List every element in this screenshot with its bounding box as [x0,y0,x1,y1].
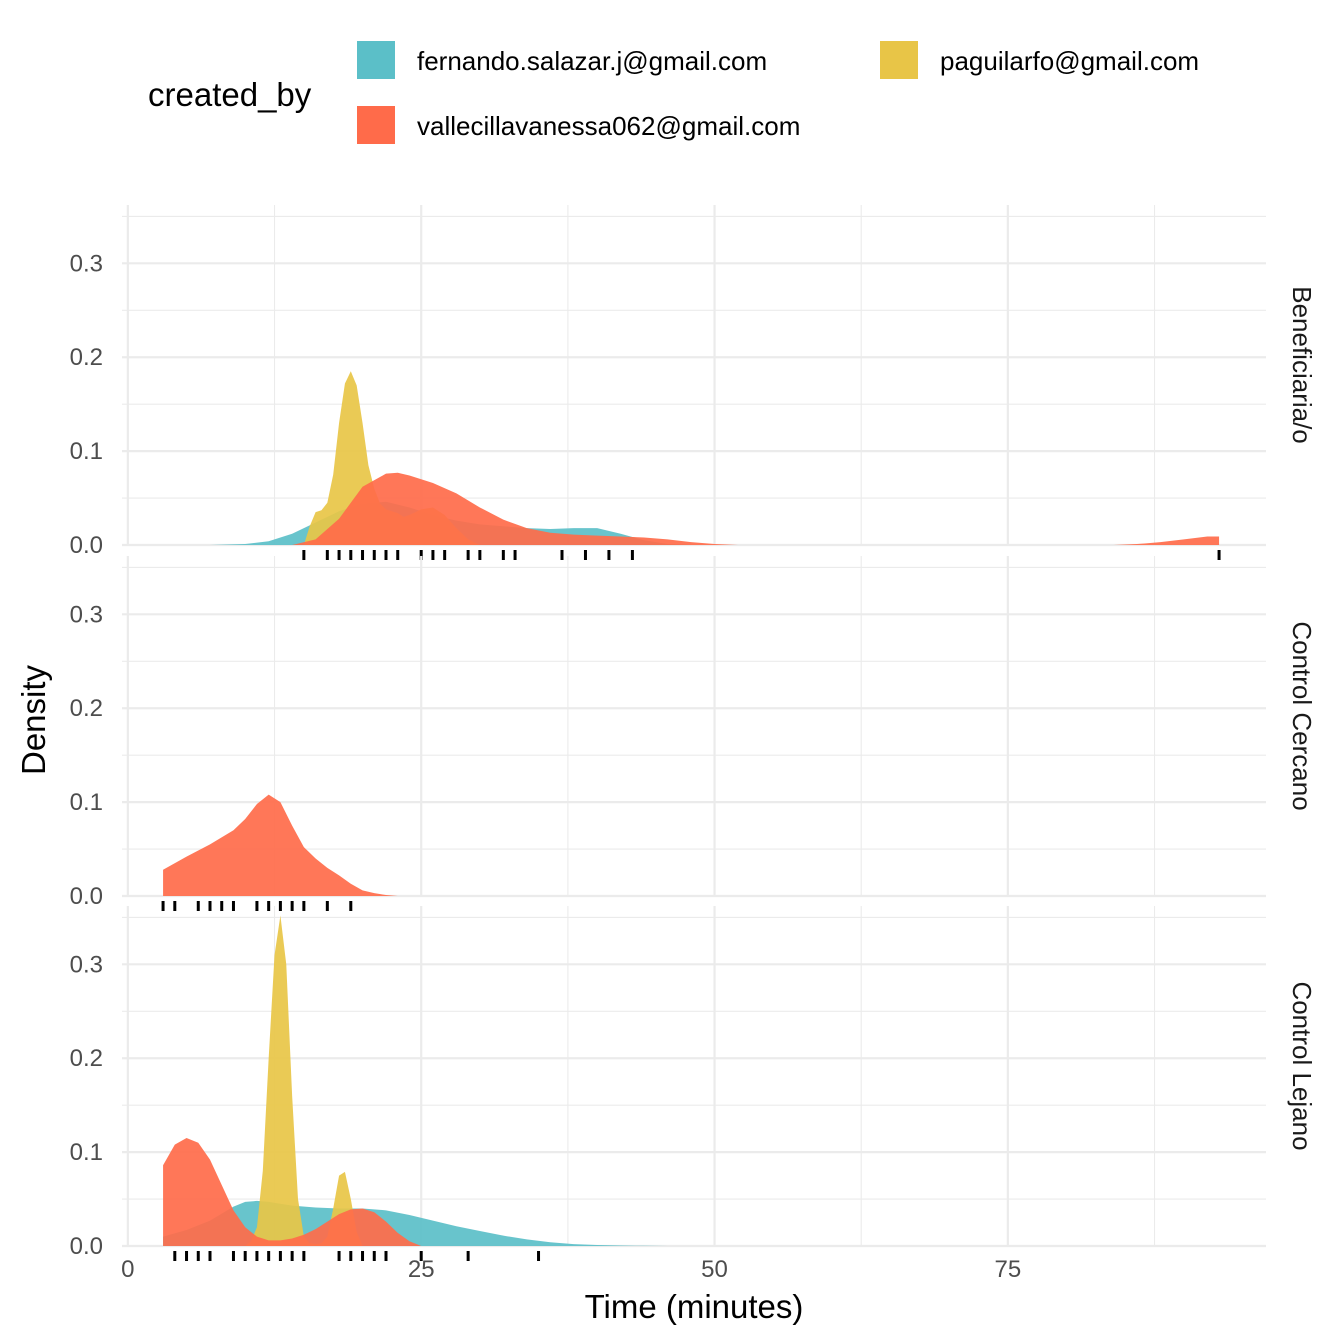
legend-label-fernando: fernando.salazar.j@gmail.com [417,46,767,76]
y-tick-label: 0.3 [70,250,103,277]
panel-2: 0.0 0.1 0.2 0.3 Control Lejano [70,906,1317,1261]
x-axis: 0 25 50 75 [121,1256,1021,1283]
legend-swatch-paguilarfo [880,41,918,79]
y-tick-label: 0.2 [70,1045,103,1072]
legend-label-vallecilla: vallecillavanessa062@gmail.com [417,111,800,141]
legend-title: created_by [148,76,312,113]
x-tick-label: 75 [995,1256,1022,1283]
density-area-0-2 [292,472,738,545]
y-tick-label: 0.3 [70,951,103,978]
y-axis-title: Density [15,664,52,775]
y-tick-label: 0.0 [70,1233,103,1260]
density-area-0-1 [303,371,480,545]
y-tick-label: 0.1 [70,789,103,816]
panel-1: 0.0 0.1 0.2 0.3 Control Cercano [70,556,1317,911]
x-tick-label: 50 [701,1256,728,1283]
facet-strip-label: Control Cercano [1287,621,1317,810]
x-tick-label: 25 [408,1256,435,1283]
legend-label-paguilarfo: paguilarfo@gmail.com [940,46,1199,76]
y-tick-label: 0.2 [70,344,103,371]
y-tick-label: 0.0 [70,532,103,559]
y-tick-label: 0.1 [70,1139,103,1166]
y-tick-label: 0.0 [70,883,103,910]
x-axis-title: Time (minutes) [585,1288,804,1325]
density-area-1-0 [163,794,398,896]
legend-swatch-fernando [357,41,395,79]
density-area-0-3 [1113,536,1220,545]
y-tick-label: 0.1 [70,438,103,465]
x-tick-label: 0 [121,1256,134,1283]
density-area-2-2 [163,1138,422,1246]
legend: created_by fernando.salazar.j@gmail.com … [148,41,1199,144]
density-area-2-1 [245,915,363,1246]
facet-strip-label: Control Lejano [1287,981,1317,1150]
legend-swatch-vallecilla [357,106,395,144]
y-tick-label: 0.3 [70,601,103,628]
facet-strip-label: Beneficiaria/o [1287,286,1317,444]
facet-panels: 0.0 0.1 0.2 0.3 Beneficiaria/o 0.0 0.1 0.2 0.3 Co… [70,205,1317,1261]
panel-0: 0.0 0.1 0.2 0.3 Beneficiaria/o [70,205,1317,560]
y-tick-label: 0.2 [70,695,103,722]
